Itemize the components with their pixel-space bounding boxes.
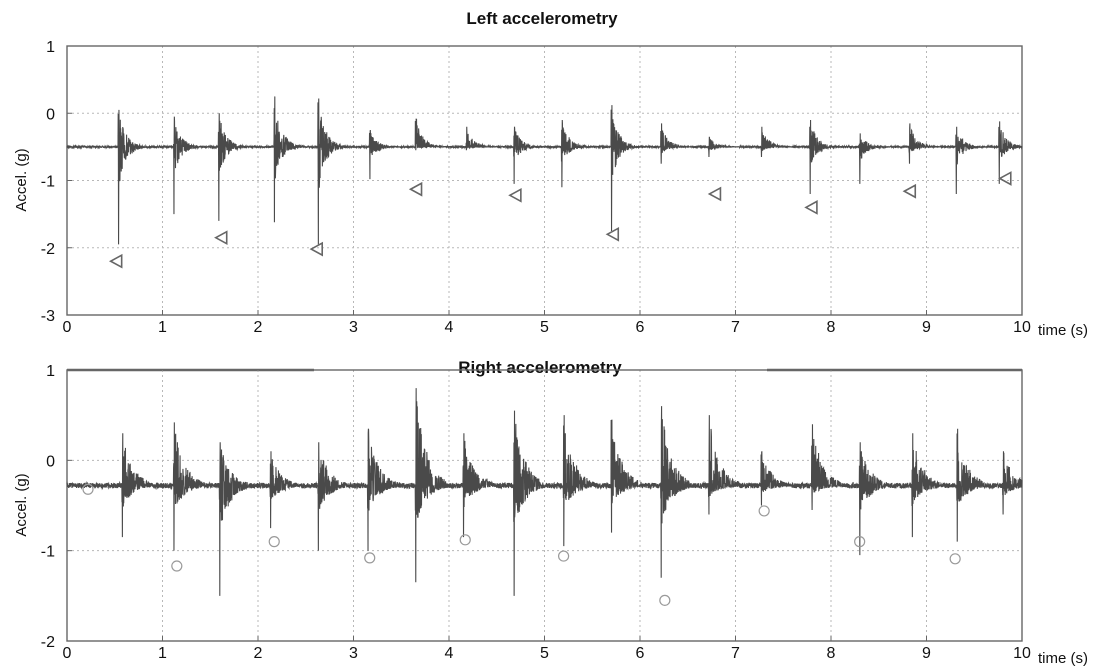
right-x-tick-7: 7 xyxy=(731,645,740,662)
right-x-ticks: 0 1 2 3 4 5 6 7 8 9 10 xyxy=(63,636,1031,662)
left-x-tick-3: 3 xyxy=(349,319,358,336)
right-y-tick-0: 0 xyxy=(46,453,55,470)
right-grid xyxy=(67,370,1022,641)
right-x-tick-5: 5 xyxy=(540,645,549,662)
right-marker-2 xyxy=(172,561,182,571)
left-accelerometry-title: Left accelerometry xyxy=(466,9,618,28)
left-marker-8 xyxy=(806,201,817,213)
left-x-tick-1: 1 xyxy=(158,319,167,336)
left-marker-10 xyxy=(1000,172,1011,184)
right-y-tick--2: -2 xyxy=(41,634,55,651)
left-y-tick-0: 0 xyxy=(46,106,55,123)
left-y-tick--1: -1 xyxy=(41,174,55,191)
left-markers xyxy=(111,172,1011,267)
right-x-tick-4: 4 xyxy=(445,645,454,662)
right-x-tick-3: 3 xyxy=(349,645,358,662)
left-x-tick-7: 7 xyxy=(731,319,740,336)
left-x-tick-8: 8 xyxy=(827,319,836,336)
right-accelerometry-title: Right accelerometry xyxy=(458,358,622,377)
right-x-tick-1: 1 xyxy=(158,645,167,662)
right-y-tick--1: -1 xyxy=(41,544,55,561)
left-x-tick-6: 6 xyxy=(636,319,645,336)
right-marker-3 xyxy=(269,537,279,547)
right-accelerometry-chart: Right accelerometry 012345678910 10-1-2 … xyxy=(13,358,1088,667)
left-marker-2 xyxy=(216,232,227,244)
left-marker-1 xyxy=(111,255,122,267)
right-marker-6 xyxy=(559,551,569,561)
right-x-tick-2: 2 xyxy=(254,645,263,662)
right-x-tick-8: 8 xyxy=(827,645,836,662)
left-marker-5 xyxy=(510,189,521,201)
right-x-axis-label: time (s) xyxy=(1038,650,1088,667)
left-marker-6 xyxy=(607,228,618,240)
right-marker-4 xyxy=(365,553,375,563)
right-marker-7 xyxy=(660,595,670,605)
right-x-tick-10: 10 xyxy=(1013,645,1031,662)
left-x-tick-9: 9 xyxy=(922,319,931,336)
left-accelerometry-chart: Left accelerometry 012345678910 10-1-2-3… xyxy=(13,9,1088,339)
left-x-tick-2: 2 xyxy=(254,319,263,336)
left-marker-7 xyxy=(709,188,720,200)
left-marker-4 xyxy=(411,183,422,195)
left-x-tick-4: 4 xyxy=(445,319,454,336)
right-x-tick-6: 6 xyxy=(636,645,645,662)
left-marker-9 xyxy=(904,185,915,197)
left-marker-3 xyxy=(311,243,322,255)
right-marker-10 xyxy=(950,554,960,564)
right-marker-5 xyxy=(460,535,470,545)
right-y-tick-1: 1 xyxy=(46,363,55,380)
right-y-axis-label: Accel. (g) xyxy=(13,473,30,536)
left-x-tick-0: 0 xyxy=(63,319,72,336)
left-x-tick-5: 5 xyxy=(540,319,549,336)
left-y-tick--2: -2 xyxy=(41,241,55,258)
left-grid xyxy=(67,46,1022,315)
left-x-ticks: 0 1 2 3 4 5 6 7 8 9 10 xyxy=(63,310,1031,336)
left-x-axis-label: time (s) xyxy=(1038,322,1088,339)
left-y-axis-label: Accel. (g) xyxy=(13,148,30,211)
right-marker-8 xyxy=(759,506,769,516)
left-y-tick-1: 1 xyxy=(46,39,55,56)
right-x-tick-0: 0 xyxy=(63,645,72,662)
right-x-tick-9: 9 xyxy=(922,645,931,662)
left-y-tick--3: -3 xyxy=(41,308,55,325)
left-x-tick-10: 10 xyxy=(1013,319,1031,336)
